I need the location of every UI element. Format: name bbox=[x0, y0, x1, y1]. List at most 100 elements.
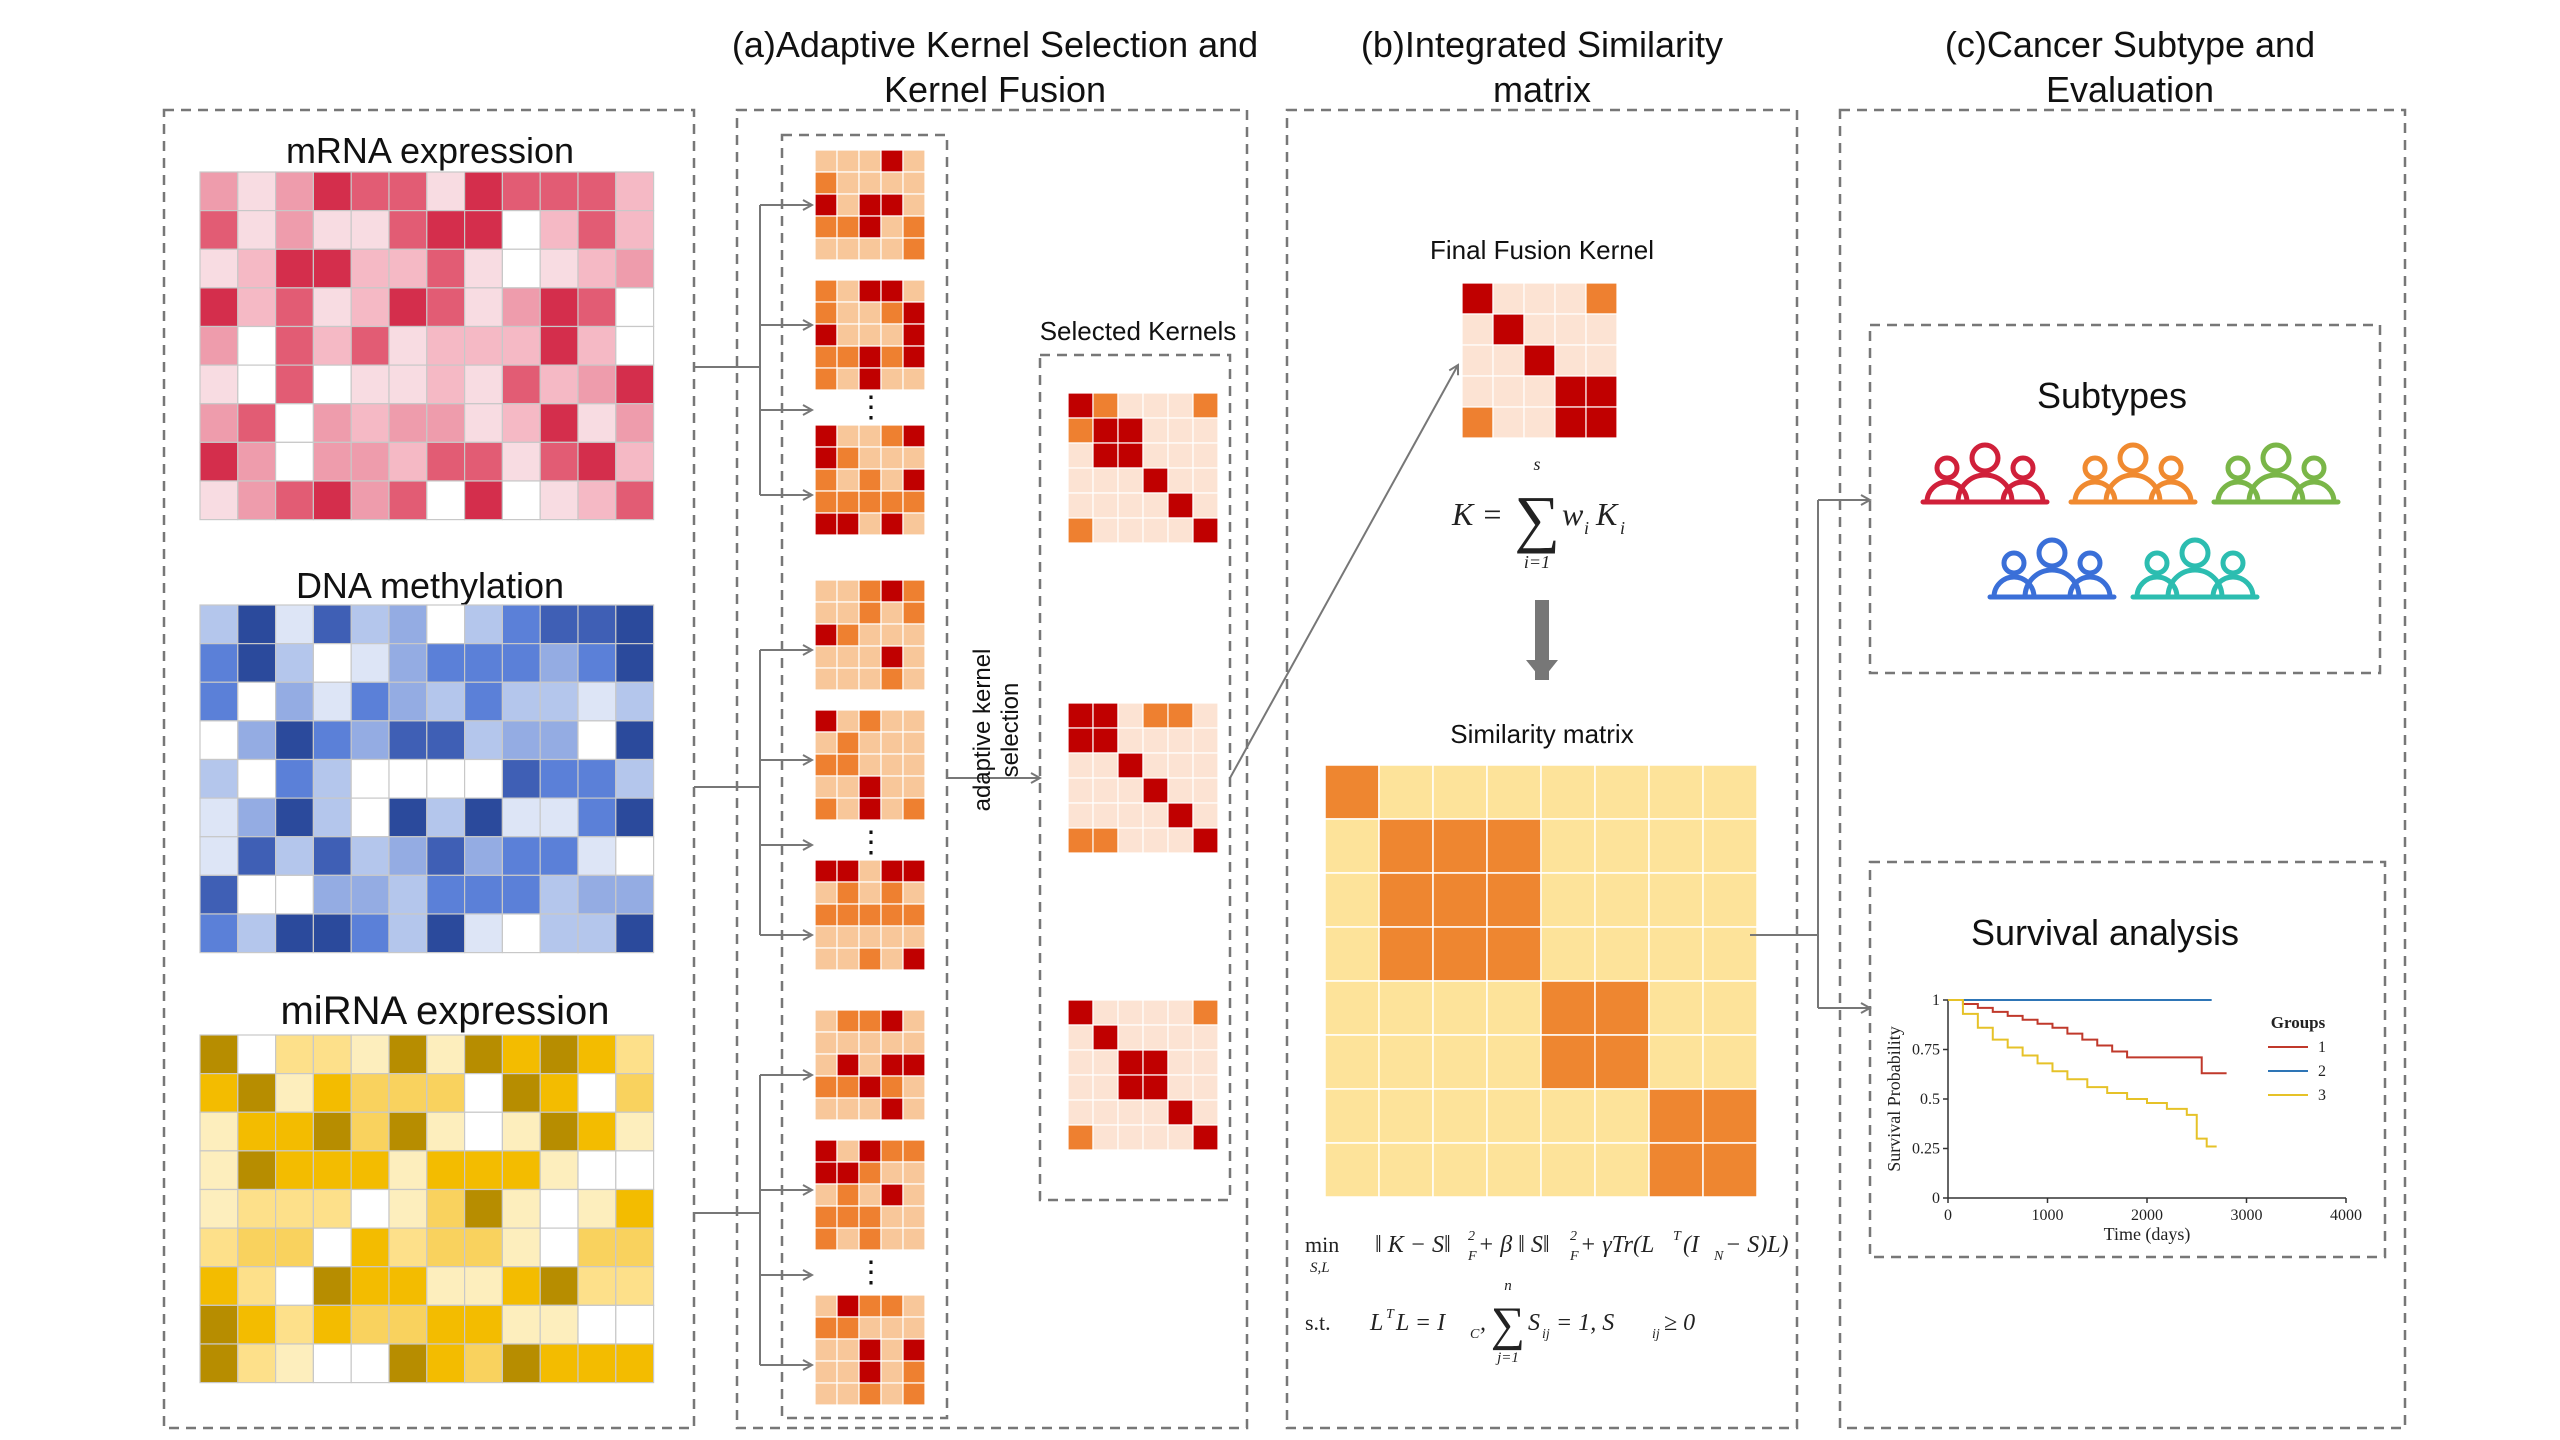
kernel-cell bbox=[1092, 1099, 1119, 1126]
kernel-cell bbox=[1067, 727, 1094, 754]
svg-text:i: i bbox=[1620, 518, 1625, 538]
kernel-cell bbox=[1167, 1099, 1194, 1126]
kernel-cell bbox=[1142, 702, 1169, 729]
panel-b-title-line1: (b)Integrated Similarity bbox=[1361, 24, 1723, 65]
kernel-cell bbox=[902, 753, 926, 777]
kernel-cell bbox=[1067, 517, 1094, 544]
y-tick-label: 0.5 bbox=[1920, 1091, 1940, 1108]
kernel-cell bbox=[1067, 702, 1094, 729]
kernel-cell bbox=[836, 775, 860, 799]
heatmap-cell bbox=[199, 441, 239, 482]
heatmap-cell bbox=[350, 913, 390, 954]
heatmap-cell bbox=[237, 287, 277, 328]
kernel-cell bbox=[902, 323, 926, 347]
heatmap-cell bbox=[615, 210, 655, 250]
kernel-cell bbox=[814, 709, 838, 733]
kernel-cell bbox=[858, 709, 882, 733]
heatmap-cell bbox=[199, 1304, 239, 1345]
kernel-cell bbox=[1067, 777, 1094, 804]
survival-curve-group-3 bbox=[1948, 999, 2217, 1148]
kernel-cell bbox=[1067, 802, 1094, 829]
kernel-cell bbox=[836, 1205, 860, 1229]
kernel-cell bbox=[858, 859, 882, 883]
heatmap-cell bbox=[388, 287, 428, 328]
y-tick-label: 0.25 bbox=[1912, 1141, 1940, 1158]
heatmap-cell bbox=[350, 1266, 390, 1306]
heatmap-cell bbox=[615, 604, 655, 645]
heatmap-cell bbox=[312, 248, 352, 289]
heatmap-cell bbox=[312, 836, 352, 876]
heatmap-cell bbox=[237, 874, 277, 915]
kernel-cell bbox=[880, 1183, 904, 1207]
similarity-cell bbox=[1378, 1034, 1434, 1090]
omics-label-methylation: DNA methylation bbox=[296, 565, 564, 606]
subtype-group-2-icon bbox=[2068, 442, 2198, 505]
heatmap-cell bbox=[577, 913, 617, 954]
heatmap-cell bbox=[312, 874, 352, 915]
kernel-candidates-frame bbox=[780, 133, 949, 1420]
heatmap-cell bbox=[275, 681, 315, 722]
kernel-cell bbox=[814, 1183, 838, 1207]
kernel-cell bbox=[836, 490, 860, 514]
omics-heatmap-1 bbox=[199, 604, 655, 954]
kernel-cell bbox=[814, 1205, 838, 1229]
heatmap-cell bbox=[539, 364, 579, 405]
kernel-cell bbox=[1092, 517, 1119, 544]
kernel-cell bbox=[880, 903, 904, 927]
kernel-cell bbox=[1142, 1024, 1169, 1051]
survival-chart: 0 1000 2000 3000 4000 0 0.25 0.5 0.75 1 Time (days… bbox=[1884, 992, 2362, 1245]
heatmap-cell bbox=[199, 1150, 239, 1191]
kernel-cell bbox=[880, 753, 904, 777]
kernel-cell bbox=[1554, 282, 1587, 315]
kernel-cell bbox=[814, 468, 838, 492]
heatmap-cell bbox=[615, 913, 655, 954]
heatmap-cell bbox=[577, 171, 617, 212]
heatmap-cell bbox=[275, 480, 315, 521]
similarity-cell bbox=[1702, 926, 1758, 982]
final-fusion-kernel bbox=[1461, 282, 1618, 439]
similarity-cell bbox=[1594, 980, 1650, 1036]
heatmap-cell bbox=[237, 1150, 277, 1191]
kernel-cell bbox=[814, 237, 838, 261]
kernel-cell bbox=[814, 279, 838, 303]
kernel-cell bbox=[880, 667, 904, 691]
heatmap-cell bbox=[350, 480, 390, 521]
kernel-cell bbox=[902, 1338, 926, 1362]
kernel-cell bbox=[836, 193, 860, 217]
kernel-cell bbox=[902, 171, 926, 195]
kernel-cell bbox=[880, 1053, 904, 1077]
heatmap-cell bbox=[539, 480, 579, 521]
kernel-cell bbox=[880, 279, 904, 303]
kernel-cell bbox=[880, 1031, 904, 1055]
kernel-cell bbox=[814, 797, 838, 821]
kernel-cell bbox=[1067, 1024, 1094, 1051]
heatmap-cell bbox=[615, 797, 655, 838]
heatmap-cell bbox=[577, 480, 617, 521]
kernel-cell bbox=[858, 345, 882, 369]
kernel-cell bbox=[880, 1139, 904, 1163]
kernel-cell bbox=[880, 1205, 904, 1229]
heatmap-cell bbox=[312, 643, 352, 683]
heatmap-cell bbox=[237, 171, 277, 212]
kernel-cell bbox=[1067, 752, 1094, 779]
heatmap-cell bbox=[275, 287, 315, 328]
kernel-cell bbox=[1117, 467, 1144, 494]
similarity-cell bbox=[1486, 872, 1542, 928]
heatmap-cell bbox=[275, 1343, 315, 1384]
heatmap-cell bbox=[426, 720, 466, 761]
kernel-cell bbox=[1117, 752, 1144, 779]
svg-text:j=1: j=1 bbox=[1495, 1350, 1519, 1366]
heatmap-cell bbox=[350, 325, 390, 366]
heatmap-cell bbox=[615, 681, 655, 722]
heatmap-cell bbox=[350, 758, 390, 799]
heatmap-cell bbox=[426, 325, 466, 366]
heatmap-cell bbox=[464, 210, 504, 250]
panel-b-frame bbox=[1285, 108, 1799, 1430]
heatmap-cell bbox=[501, 248, 541, 289]
heatmap-cell bbox=[501, 441, 541, 482]
similarity-cell bbox=[1648, 926, 1704, 982]
similarity-cell bbox=[1324, 1034, 1380, 1090]
kernel-cell bbox=[1142, 1049, 1169, 1076]
similarity-cell bbox=[1648, 818, 1704, 874]
svg-text:min: min bbox=[1305, 1232, 1339, 1257]
